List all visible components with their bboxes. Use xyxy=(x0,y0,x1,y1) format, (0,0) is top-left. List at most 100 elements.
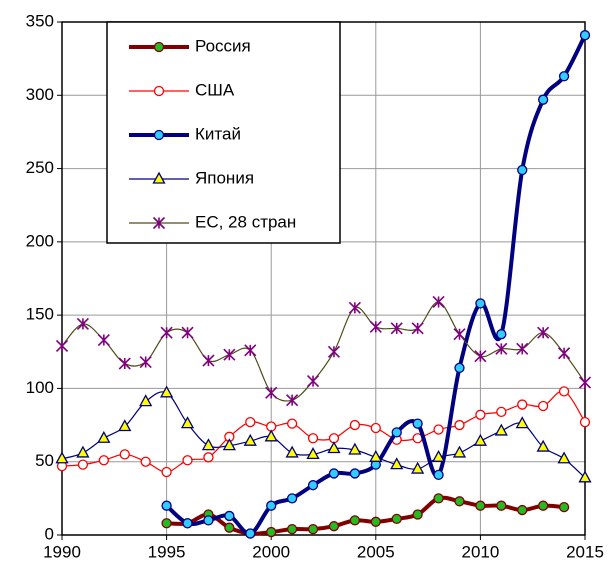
marker xyxy=(181,326,194,339)
marker xyxy=(369,320,382,333)
marker xyxy=(454,419,465,431)
x-tick-label: 2000 xyxy=(252,542,290,561)
marker xyxy=(369,449,383,462)
marker xyxy=(432,295,445,309)
y-tick-label: 200 xyxy=(26,231,54,250)
marker xyxy=(222,438,236,451)
marker xyxy=(203,452,214,463)
marker xyxy=(307,433,319,444)
marker xyxy=(180,416,195,429)
marker xyxy=(55,339,69,352)
marker xyxy=(77,459,89,470)
marker xyxy=(412,509,423,520)
x-tick-label: 1990 xyxy=(43,542,81,561)
marker xyxy=(307,523,319,535)
x-tick-label: 2015 xyxy=(566,542,604,561)
marker xyxy=(370,516,381,527)
x-tick-label: 1995 xyxy=(148,542,186,561)
marker xyxy=(55,451,69,464)
marker xyxy=(475,500,486,511)
marker xyxy=(475,409,486,420)
marker xyxy=(411,461,425,474)
marker xyxy=(140,456,151,467)
marker xyxy=(327,345,341,358)
marker xyxy=(433,424,444,435)
marker xyxy=(97,333,110,347)
series-line xyxy=(61,390,586,473)
marker xyxy=(328,521,340,532)
marker xyxy=(119,449,130,460)
marker xyxy=(243,433,257,446)
marker xyxy=(160,326,173,339)
marker xyxy=(182,518,193,529)
y-tick-label: 100 xyxy=(26,378,54,397)
marker xyxy=(286,394,299,407)
legend-label: Россия xyxy=(195,36,251,55)
y-tick-label: 150 xyxy=(26,305,54,324)
y-tick-label: 50 xyxy=(35,451,54,470)
marker xyxy=(370,422,381,434)
x-tick-label: 2010 xyxy=(461,542,499,561)
marker xyxy=(452,445,467,458)
marker xyxy=(390,322,403,335)
marker xyxy=(286,418,298,429)
x-tick-label: 2005 xyxy=(357,542,395,561)
marker xyxy=(517,164,528,176)
marker xyxy=(245,416,256,428)
marker xyxy=(579,30,591,41)
marker xyxy=(306,447,320,460)
marker xyxy=(495,342,508,355)
marker xyxy=(473,433,487,446)
marker xyxy=(538,500,549,511)
marker xyxy=(224,510,235,522)
marker xyxy=(266,526,277,538)
marker xyxy=(76,317,89,331)
legend-label: США xyxy=(195,80,235,99)
marker xyxy=(161,466,172,478)
marker xyxy=(433,493,444,504)
marker xyxy=(349,419,361,431)
marker xyxy=(494,423,508,436)
marker xyxy=(265,386,278,399)
series-line xyxy=(165,34,587,536)
marker xyxy=(454,496,465,507)
marker xyxy=(286,493,298,504)
marker xyxy=(244,344,257,357)
marker xyxy=(390,457,404,470)
marker xyxy=(496,329,507,340)
marker xyxy=(223,348,236,361)
marker xyxy=(391,513,402,525)
marker xyxy=(139,355,152,369)
y-tick-label: 0 xyxy=(45,524,54,543)
marker xyxy=(224,522,235,533)
marker xyxy=(97,430,111,443)
marker xyxy=(431,449,446,462)
marker xyxy=(202,354,215,367)
marker xyxy=(286,523,298,535)
marker xyxy=(391,427,402,438)
marker xyxy=(118,357,131,370)
marker xyxy=(557,451,571,464)
marker xyxy=(349,515,361,526)
marker xyxy=(139,394,153,407)
marker xyxy=(152,216,166,230)
y-tick-label: 300 xyxy=(26,85,54,104)
marker xyxy=(517,399,528,410)
marker xyxy=(328,468,340,479)
marker xyxy=(307,480,319,491)
marker xyxy=(349,468,361,479)
legend-box xyxy=(106,21,341,244)
marker xyxy=(348,301,361,314)
marker xyxy=(266,500,277,511)
marker xyxy=(153,41,165,53)
marker xyxy=(474,350,487,363)
marker xyxy=(578,470,592,483)
marker xyxy=(160,385,174,398)
marker xyxy=(578,376,592,389)
marker xyxy=(537,326,550,339)
marker xyxy=(496,500,507,511)
marker xyxy=(558,71,570,82)
marker xyxy=(558,347,571,360)
marker xyxy=(496,406,507,418)
